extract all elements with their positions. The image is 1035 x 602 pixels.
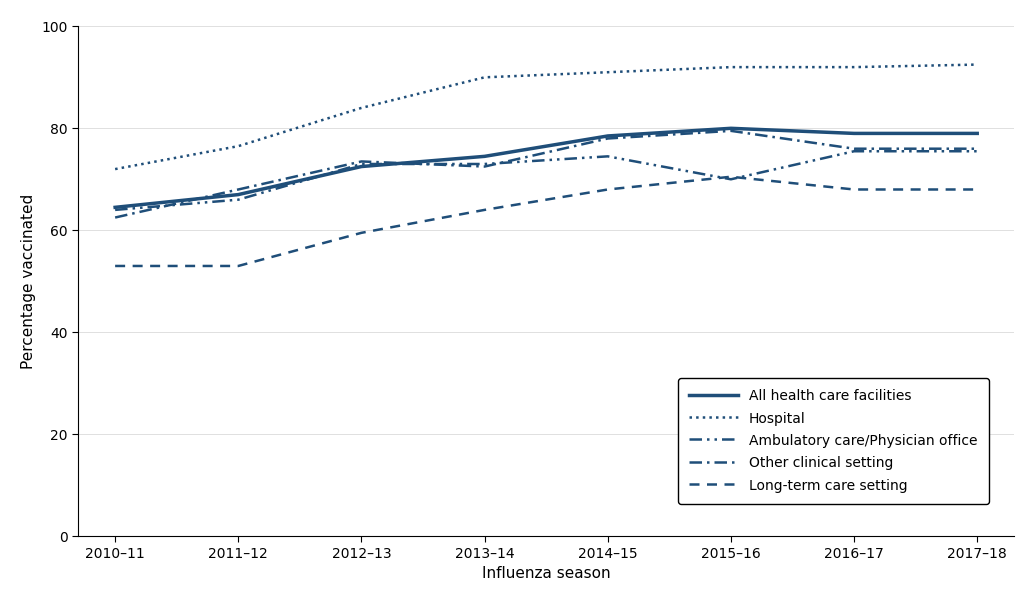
X-axis label: Influenza season: Influenza season bbox=[482, 566, 611, 581]
Ambulatory care/Physician office bbox=[724, 176, 737, 183]
Other clinical setting bbox=[355, 158, 367, 165]
All health care facilities bbox=[601, 132, 614, 140]
Hospital bbox=[109, 166, 121, 173]
Line: Ambulatory care/Physician office: Ambulatory care/Physician office bbox=[115, 151, 977, 210]
Long-term care setting bbox=[355, 229, 367, 237]
Line: Other clinical setting: Other clinical setting bbox=[115, 131, 977, 217]
Hospital bbox=[601, 69, 614, 76]
Other clinical setting bbox=[478, 163, 491, 170]
All health care facilities bbox=[355, 163, 367, 170]
Line: All health care facilities: All health care facilities bbox=[115, 128, 977, 207]
Hospital bbox=[232, 143, 244, 150]
Hospital bbox=[724, 63, 737, 70]
Line: Hospital: Hospital bbox=[115, 64, 977, 169]
Hospital bbox=[478, 73, 491, 81]
Ambulatory care/Physician office bbox=[355, 160, 367, 167]
Other clinical setting bbox=[848, 145, 860, 152]
All health care facilities bbox=[109, 203, 121, 211]
Legend: All health care facilities, Hospital, Ambulatory care/Physician office, Other cl: All health care facilities, Hospital, Am… bbox=[678, 378, 988, 504]
Ambulatory care/Physician office bbox=[232, 196, 244, 203]
Long-term care setting bbox=[848, 186, 860, 193]
Long-term care setting bbox=[478, 206, 491, 214]
Other clinical setting bbox=[971, 145, 983, 152]
Long-term care setting bbox=[109, 262, 121, 270]
Hospital bbox=[971, 61, 983, 68]
Long-term care setting bbox=[601, 186, 614, 193]
Long-term care setting bbox=[232, 262, 244, 270]
All health care facilities bbox=[478, 153, 491, 160]
Ambulatory care/Physician office bbox=[109, 206, 121, 214]
Hospital bbox=[848, 63, 860, 70]
All health care facilities bbox=[848, 130, 860, 137]
Ambulatory care/Physician office bbox=[848, 147, 860, 155]
Long-term care setting bbox=[971, 186, 983, 193]
Line: Long-term care setting: Long-term care setting bbox=[115, 177, 977, 266]
Other clinical setting bbox=[724, 127, 737, 134]
Ambulatory care/Physician office bbox=[971, 147, 983, 155]
All health care facilities bbox=[971, 130, 983, 137]
Long-term care setting bbox=[724, 173, 737, 181]
Other clinical setting bbox=[109, 214, 121, 221]
Other clinical setting bbox=[232, 186, 244, 193]
Ambulatory care/Physician office bbox=[478, 160, 491, 167]
Ambulatory care/Physician office bbox=[601, 153, 614, 160]
All health care facilities bbox=[724, 125, 737, 132]
Other clinical setting bbox=[601, 135, 614, 142]
All health care facilities bbox=[232, 191, 244, 198]
Hospital bbox=[355, 104, 367, 111]
Y-axis label: Percentage vaccinated: Percentage vaccinated bbox=[21, 194, 36, 369]
